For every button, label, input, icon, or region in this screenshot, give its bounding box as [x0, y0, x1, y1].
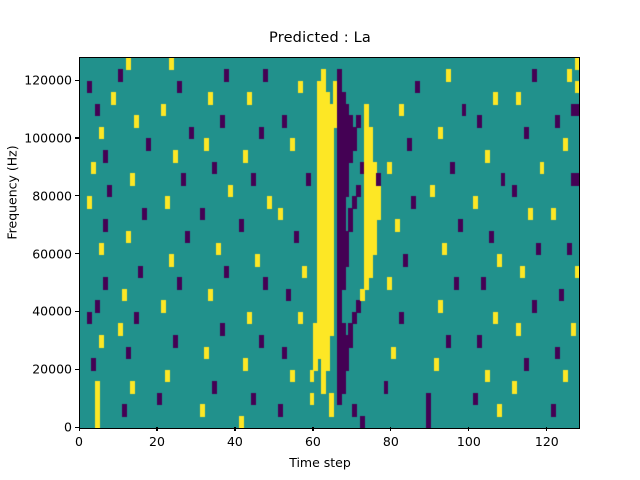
x-tick-mark: [156, 427, 158, 431]
x-tick-label: 80: [382, 434, 399, 449]
axis-tick-layer: 0 20000 40000 60000 80000 100000 120000 0 20 40 6…: [24, 57, 578, 449]
y-tick-label: 100000: [24, 130, 72, 146]
y-tick-label: 60000: [32, 246, 72, 262]
y-tick-mark: [75, 253, 79, 255]
x-tick-label: 0: [75, 434, 83, 449]
y-tick-mark: [75, 310, 79, 312]
x-tick-label: 100: [456, 434, 481, 449]
x-tick-mark: [312, 427, 314, 431]
y-tick-mark: [75, 195, 79, 197]
x-tick-mark: [390, 427, 392, 431]
y-tick-mark: [75, 368, 79, 370]
heatmap-image: [80, 58, 579, 428]
y-tick-label: 80000: [32, 188, 72, 204]
y-tick-label: 0: [64, 419, 72, 435]
y-tick-mark: [75, 79, 79, 81]
x-tick-mark: [468, 427, 470, 431]
x-tick-mark: [546, 427, 548, 431]
x-tick-mark: [234, 427, 236, 431]
x-tick-label: 120: [534, 434, 559, 449]
chart-title: Predicted : La: [269, 30, 371, 46]
x-tick-label: 40: [226, 434, 243, 449]
y-tick-label: 20000: [32, 361, 72, 377]
y-tick-label: 120000: [24, 72, 72, 88]
y-tick-label: 40000: [32, 303, 72, 319]
x-tick-label: 60: [304, 434, 321, 449]
x-tick-mark: [78, 427, 80, 431]
y-tick-mark: [75, 137, 79, 139]
y-axis-label: Frequency (Hz): [4, 145, 20, 240]
x-tick-label: 20: [149, 434, 165, 449]
x-axis-label: Time step: [289, 455, 351, 470]
heatmap-axes: [79, 57, 580, 429]
y-tick-mark: [75, 426, 79, 428]
